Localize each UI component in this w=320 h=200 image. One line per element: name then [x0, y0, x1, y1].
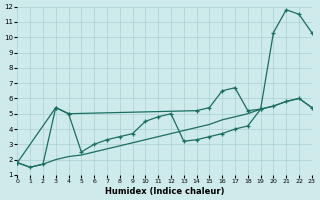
X-axis label: Humidex (Indice chaleur): Humidex (Indice chaleur): [105, 187, 224, 196]
